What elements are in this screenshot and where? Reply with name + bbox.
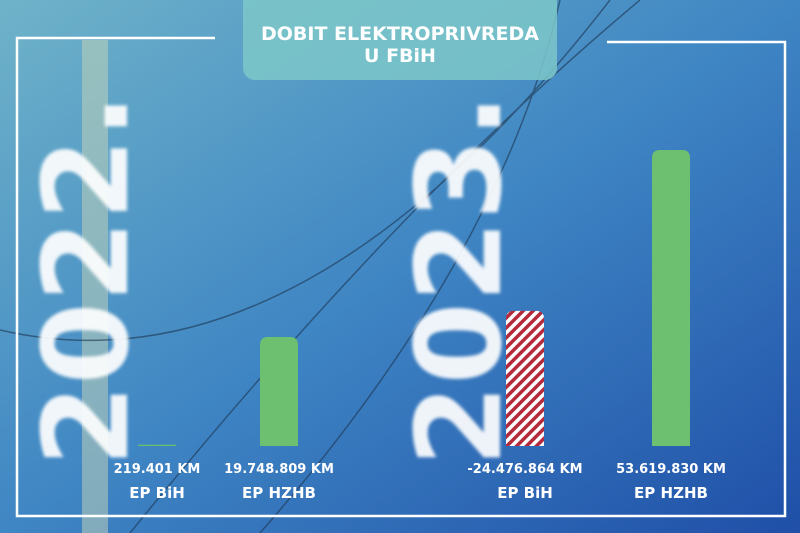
bar (138, 444, 176, 446)
year-label: 2023. (390, 93, 528, 466)
bar (260, 336, 298, 446)
value-label: 19.748.809 KM (224, 462, 334, 477)
value-label: 219.401 KM (114, 462, 201, 477)
year-label: 2022. (17, 93, 155, 466)
category-label: EP BiH (497, 484, 553, 502)
bar (652, 150, 690, 446)
category-label: EP HZHB (634, 484, 708, 502)
category-label: EP BiH (129, 484, 185, 502)
value-label: 53.619.830 KM (616, 462, 726, 477)
value-label: -24.476.864 KM (467, 462, 582, 477)
negative-bar (506, 310, 544, 446)
title: DOBIT ELEKTROPRIVREDA U FBiH (261, 23, 539, 67)
title-box (243, 0, 557, 80)
frame (15, 36, 787, 518)
category-label: EP HZHB (242, 484, 316, 502)
